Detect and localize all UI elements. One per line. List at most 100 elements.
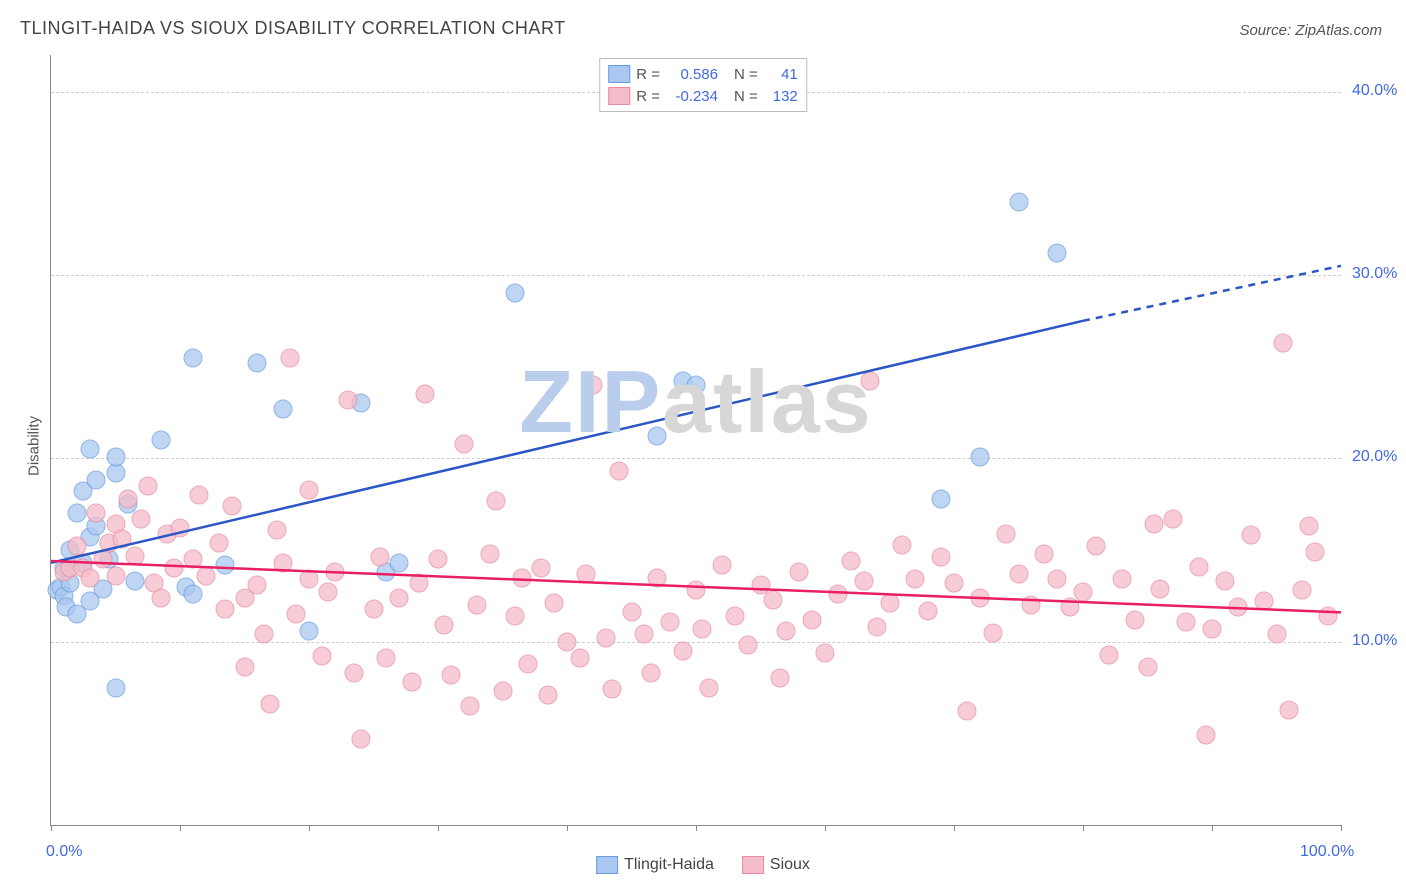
data-point bbox=[648, 568, 667, 587]
legend-swatch bbox=[742, 856, 764, 874]
data-point bbox=[1035, 544, 1054, 563]
legend-n-label: N = bbox=[734, 88, 758, 105]
data-point bbox=[190, 486, 209, 505]
data-point bbox=[1086, 537, 1105, 556]
x-tick bbox=[1083, 825, 1084, 831]
data-point bbox=[583, 376, 602, 395]
legend-swatch bbox=[608, 65, 630, 83]
gridline bbox=[51, 642, 1341, 643]
data-point bbox=[1099, 645, 1118, 664]
data-point bbox=[67, 537, 86, 556]
legend-n-label: N = bbox=[734, 66, 758, 83]
data-point bbox=[106, 447, 125, 466]
data-point bbox=[119, 489, 138, 508]
data-point bbox=[1228, 597, 1247, 616]
legend-label: Tlingit-Haida bbox=[624, 856, 714, 873]
legend-label: Sioux bbox=[770, 856, 810, 873]
data-point bbox=[300, 480, 319, 499]
data-point bbox=[1319, 607, 1338, 626]
data-point bbox=[596, 629, 615, 648]
data-point bbox=[106, 566, 125, 585]
correlation-legend: R = 0.586N = 41R = -0.234N = 132 bbox=[599, 58, 807, 112]
x-tick-label: 0.0% bbox=[46, 843, 82, 861]
data-point bbox=[87, 504, 106, 523]
data-point bbox=[1241, 526, 1260, 545]
legend-row: R = -0.234N = 132 bbox=[608, 85, 798, 107]
data-point bbox=[390, 553, 409, 572]
data-point bbox=[1280, 700, 1299, 719]
data-point bbox=[1203, 619, 1222, 638]
data-point bbox=[506, 607, 525, 626]
data-point bbox=[674, 641, 693, 660]
data-point bbox=[248, 354, 267, 373]
data-point bbox=[558, 632, 577, 651]
data-point bbox=[867, 618, 886, 637]
gridline bbox=[51, 275, 1341, 276]
data-point bbox=[1164, 509, 1183, 528]
data-point bbox=[312, 647, 331, 666]
data-point bbox=[699, 678, 718, 697]
data-point bbox=[861, 372, 880, 391]
x-tick bbox=[696, 825, 697, 831]
data-point bbox=[93, 550, 112, 569]
data-point bbox=[196, 566, 215, 585]
data-point bbox=[183, 348, 202, 367]
legend-item: Tlingit-Haida bbox=[596, 856, 714, 874]
x-tick bbox=[309, 825, 310, 831]
data-point bbox=[125, 572, 144, 591]
watermark: ZIPatlas bbox=[519, 351, 872, 453]
data-point bbox=[1177, 612, 1196, 631]
data-point bbox=[151, 431, 170, 450]
data-point bbox=[1299, 517, 1318, 536]
data-point bbox=[435, 616, 454, 635]
trend-lines bbox=[51, 55, 1341, 825]
watermark-zip: ZIP bbox=[519, 352, 662, 451]
data-point bbox=[248, 575, 267, 594]
data-point bbox=[841, 552, 860, 571]
data-point bbox=[132, 509, 151, 528]
data-point bbox=[338, 390, 357, 409]
data-point bbox=[377, 649, 396, 668]
data-point bbox=[280, 348, 299, 367]
data-point bbox=[164, 559, 183, 578]
x-tick bbox=[51, 825, 52, 831]
legend-r-value: 0.586 bbox=[666, 66, 718, 83]
data-point bbox=[216, 555, 235, 574]
data-point bbox=[577, 564, 596, 583]
data-point bbox=[1215, 572, 1234, 591]
data-point bbox=[570, 649, 589, 668]
data-point bbox=[216, 599, 235, 618]
data-point bbox=[996, 524, 1015, 543]
data-point bbox=[261, 695, 280, 714]
data-point bbox=[764, 590, 783, 609]
data-point bbox=[932, 548, 951, 567]
data-point bbox=[125, 546, 144, 565]
data-point bbox=[712, 555, 731, 574]
data-point bbox=[364, 599, 383, 618]
data-point bbox=[790, 563, 809, 582]
data-point bbox=[970, 447, 989, 466]
data-point bbox=[603, 680, 622, 699]
data-point bbox=[816, 643, 835, 662]
data-point bbox=[622, 603, 641, 622]
data-point bbox=[983, 623, 1002, 642]
x-tick bbox=[1341, 825, 1342, 831]
data-point bbox=[403, 673, 422, 692]
data-point bbox=[171, 519, 190, 538]
y-tick-label: 20.0% bbox=[1352, 448, 1397, 466]
data-point bbox=[409, 574, 428, 593]
source-attribution: Source: ZipAtlas.com bbox=[1239, 22, 1382, 39]
y-tick-label: 30.0% bbox=[1352, 265, 1397, 283]
data-point bbox=[112, 530, 131, 549]
y-tick-label: 10.0% bbox=[1352, 632, 1397, 650]
data-point bbox=[532, 559, 551, 578]
data-point bbox=[1190, 557, 1209, 576]
legend-swatch bbox=[596, 856, 618, 874]
data-point bbox=[151, 588, 170, 607]
data-point bbox=[893, 535, 912, 554]
data-point bbox=[635, 625, 654, 644]
data-point bbox=[1022, 596, 1041, 615]
data-point bbox=[1112, 570, 1131, 589]
x-tick bbox=[1212, 825, 1213, 831]
x-tick bbox=[954, 825, 955, 831]
